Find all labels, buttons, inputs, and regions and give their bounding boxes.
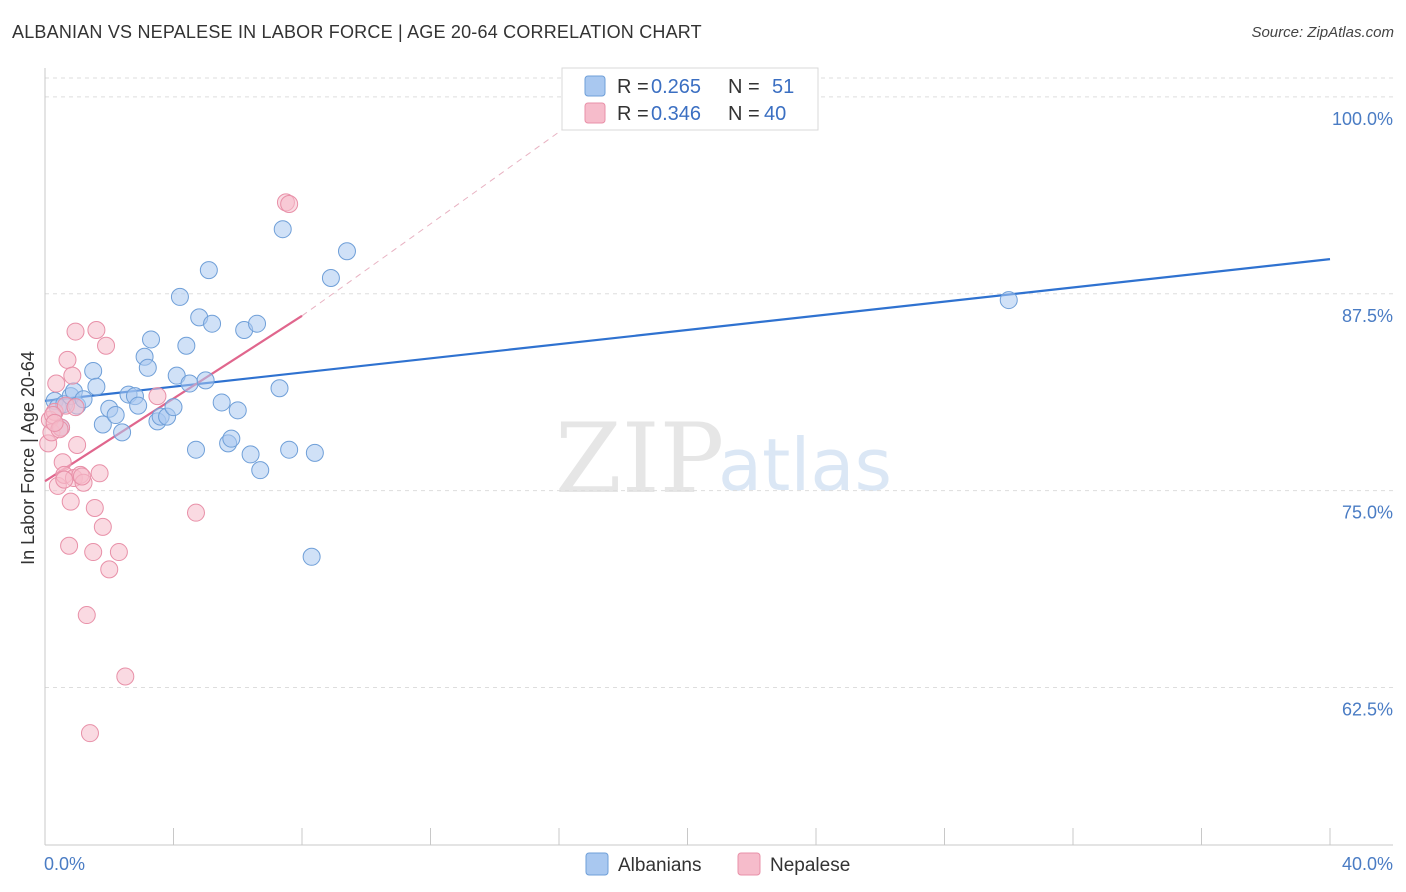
legend-n-value-nepalese: 40 bbox=[764, 103, 786, 125]
legend-r-label-nepalese: R = bbox=[617, 103, 649, 125]
chart-title: ALBANIAN VS NEPALESE IN LABOR FORCE | AG… bbox=[12, 22, 702, 42]
albanians-point bbox=[212, 393, 231, 412]
nepalese-point bbox=[55, 470, 74, 489]
albanians-point bbox=[251, 461, 270, 480]
series-legend-label-nepalese: Nepalese bbox=[770, 855, 850, 876]
albanians-point bbox=[999, 291, 1018, 310]
albanians-point bbox=[228, 401, 247, 420]
albanians-point bbox=[177, 336, 196, 355]
nepalese-point bbox=[186, 503, 205, 522]
albanians-point bbox=[170, 287, 189, 306]
nepalese-trend-extension bbox=[301, 120, 576, 317]
y-tick-label: 87.5% bbox=[1342, 306, 1393, 326]
y-axis-label: In Labor Force | Age 20-64 bbox=[18, 351, 38, 565]
albanians-point bbox=[138, 358, 157, 377]
y-tick-label: 100.0% bbox=[1332, 109, 1393, 129]
albanians-point bbox=[203, 314, 222, 333]
nepalese-point bbox=[58, 350, 77, 369]
albanians-point bbox=[180, 374, 199, 393]
y-tick-label: 62.5% bbox=[1342, 700, 1393, 720]
nepalese-point bbox=[63, 366, 82, 385]
nepalese-point bbox=[61, 492, 80, 511]
nepalese-point bbox=[90, 464, 109, 483]
legend-n-value-albanians: 51 bbox=[772, 76, 794, 98]
albanians-point bbox=[84, 361, 103, 380]
albanians-point bbox=[280, 440, 299, 459]
albanians-point bbox=[106, 406, 125, 425]
tick-labels: 62.5% 75.0% 87.5% 100.0% 0.0% 40.0% bbox=[44, 109, 1393, 874]
legend-swatch-nepalese bbox=[584, 102, 606, 124]
nepalese-point bbox=[85, 498, 104, 517]
nepalese-point bbox=[80, 724, 99, 743]
albanians-point bbox=[241, 445, 260, 464]
data-points bbox=[39, 193, 1018, 743]
series-legend: Albanians Nepalese bbox=[585, 852, 850, 876]
nepalese-point bbox=[148, 387, 167, 406]
nepalese-point bbox=[66, 398, 85, 417]
legend-n-label-albanians: N = bbox=[728, 76, 760, 98]
albanians-trend-line bbox=[44, 258, 1331, 402]
albanians-point bbox=[196, 371, 215, 390]
albanians-point bbox=[337, 242, 356, 261]
nepalese-point bbox=[97, 336, 116, 355]
watermark-zip: ZIP bbox=[555, 403, 724, 515]
y-tick-label: 75.0% bbox=[1342, 503, 1393, 523]
nepalese-point bbox=[93, 517, 112, 536]
legend-r-value-albanians: 0.265 bbox=[651, 76, 701, 98]
nepalese-point bbox=[72, 467, 91, 486]
correlation-legend: R = 0.265 N = 51 R = 0.346 N = 40 bbox=[561, 67, 819, 131]
albanians-point bbox=[129, 396, 148, 415]
nepalese-point bbox=[109, 543, 128, 562]
series-legend-label-albanians: Albanians bbox=[618, 855, 701, 876]
x-tick-label: 0.0% bbox=[44, 854, 85, 874]
albanians-point bbox=[273, 220, 292, 239]
nepalese-point bbox=[280, 194, 299, 213]
nepalese-point bbox=[60, 536, 79, 555]
albanians-point bbox=[164, 398, 183, 417]
albanians-point bbox=[113, 423, 132, 442]
nepalese-point bbox=[45, 413, 64, 432]
legend-swatch-albanians bbox=[584, 75, 606, 97]
albanians-point bbox=[222, 429, 241, 448]
source-label: Source: ZipAtlas.com bbox=[1251, 24, 1394, 41]
nepalese-point bbox=[116, 667, 135, 686]
albanians-point bbox=[186, 440, 205, 459]
legend-r-label-albanians: R = bbox=[617, 76, 649, 98]
albanians-point bbox=[93, 415, 112, 434]
nepalese-point bbox=[77, 606, 96, 625]
series-legend-swatch-albanians bbox=[585, 852, 609, 876]
legend-n-label-nepalese: N = bbox=[728, 103, 760, 125]
watermark-atlas: atlas bbox=[718, 423, 892, 507]
gridlines bbox=[45, 77, 1393, 689]
x-tick-label: 40.0% bbox=[1342, 854, 1393, 874]
albanians-point bbox=[199, 261, 218, 280]
nepalese-point bbox=[47, 374, 66, 393]
nepalese-point bbox=[66, 322, 85, 341]
albanians-point bbox=[302, 547, 321, 566]
axes bbox=[44, 68, 1393, 846]
nepalese-point bbox=[100, 560, 119, 579]
albanians-point bbox=[248, 314, 267, 333]
albanians-point bbox=[142, 330, 161, 349]
nepalese-point bbox=[84, 543, 103, 562]
nepalese-point bbox=[68, 435, 87, 454]
legend-r-value-nepalese: 0.346 bbox=[651, 103, 701, 125]
albanians-point bbox=[305, 443, 324, 462]
albanians-point bbox=[270, 379, 289, 398]
series-legend-swatch-nepalese bbox=[737, 852, 761, 876]
albanians-point bbox=[87, 377, 106, 396]
nepalese-point bbox=[87, 320, 106, 339]
albanians-point bbox=[321, 269, 340, 288]
